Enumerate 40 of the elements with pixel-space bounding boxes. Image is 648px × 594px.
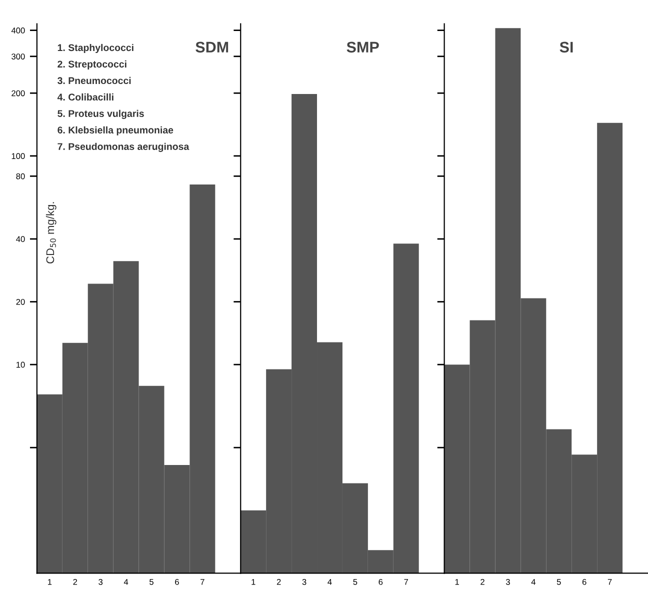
annotation: 3. Pneumococci [58,76,131,84]
y-tick-label: 80 [16,173,25,180]
y-tick-label: 300 [12,54,25,60]
x-tick-label: 3 [506,578,510,585]
x-tick-label: 4 [531,579,536,585]
y-tick-label: 100 [12,153,25,160]
y-tick-label: 10 [16,362,25,368]
x-tick-label: 7 [404,579,408,585]
x-tick-label: 3 [302,578,306,585]
text: SI [560,42,573,53]
annotation: 2. Streptococci [58,60,126,70]
y-tick-label: 200 [12,90,25,96]
y-tick-label: 40 [16,236,25,242]
annotation: 4. Colibacilli [57,93,114,101]
x-tick-label: 3 [98,578,103,585]
x-tick-label: 2 [73,578,78,585]
x-tick-label: 6 [378,578,383,585]
x-tick-label: 6 [582,578,586,585]
text: SDM [196,42,228,53]
x-tick-label: 5 [556,579,561,585]
x-tick-label: 1 [455,579,459,585]
annotation: 7. Pseudomonas aeruginosa [58,142,190,152]
x-tick-label: 1 [252,579,256,585]
x-tick-label: 7 [200,579,204,585]
x-tick-label: 4 [124,579,128,585]
x-tick-label: 2 [480,578,484,585]
y-tick-label: 400 [11,28,25,34]
annotation: 1. Staphylococci [58,44,134,54]
x-tick-label: 5 [150,579,154,585]
x-tick-label: 2 [276,578,281,585]
text: SMP [346,42,379,53]
annotation: 6. Klebsiella pneumoniae [58,126,174,136]
x-tick-label: 7 [608,579,612,585]
x-tick-label: 5 [353,579,358,585]
y-axis-title: CD$_{50}$ mg/kg. [46,202,56,264]
y-tick-label: 20 [16,298,25,305]
x-tick-label: 4 [328,579,332,585]
x-tick-label: 1 [48,579,52,585]
annotation: 5. Proteus vulgaris [58,110,144,119]
x-tick-label: 6 [175,578,179,585]
